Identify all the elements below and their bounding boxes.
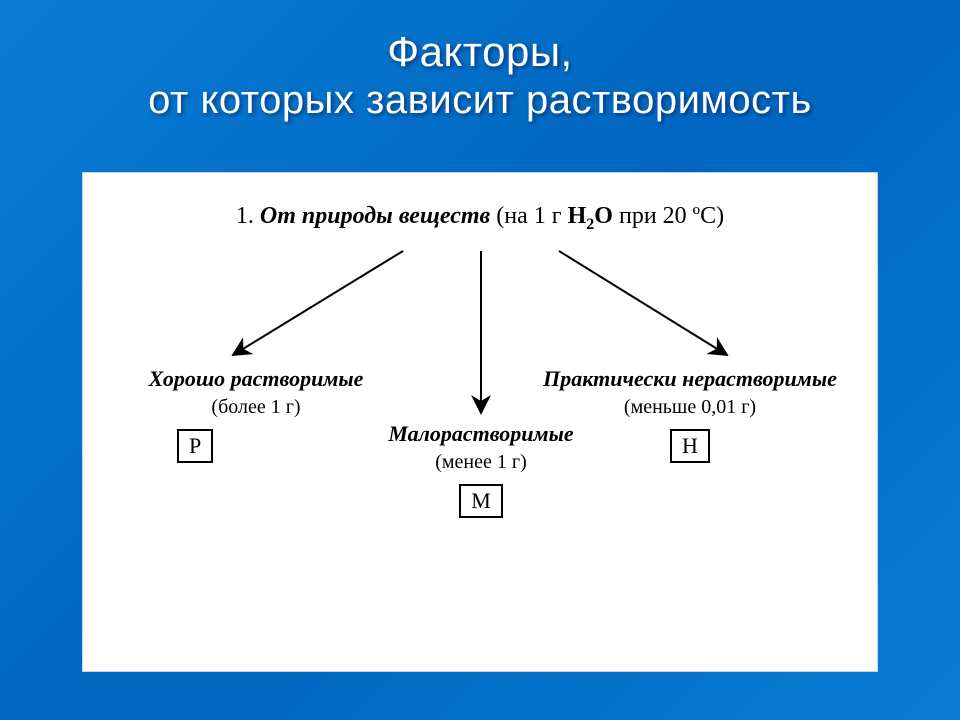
arrow-right bbox=[559, 251, 727, 355]
heading-paren-close: при 20 ºС) bbox=[613, 203, 724, 229]
arrow-left bbox=[233, 251, 403, 355]
diagram-heading: 1. От природы веществ (на 1 г H2O при 20… bbox=[83, 203, 877, 234]
node-insoluble: Практически нерастворимые (меньше 0,01 г… bbox=[500, 366, 880, 463]
node-soluble-subtitle: (более 1 г) bbox=[101, 396, 411, 419]
diagram-panel: 1. От природы веществ (на 1 г H2O при 20… bbox=[82, 172, 878, 672]
title-line-1: Факторы, bbox=[0, 28, 960, 76]
heading-formula-h: H bbox=[568, 203, 587, 229]
node-insoluble-subtitle: (меньше 0,01 г) bbox=[500, 396, 880, 419]
heading-formula-o: O bbox=[594, 203, 613, 229]
symbol-r: Р bbox=[177, 429, 213, 463]
heading-paren-open: (на 1 г bbox=[496, 203, 567, 229]
heading-main: От природы веществ bbox=[260, 203, 490, 229]
node-insoluble-title: Практически нерастворимые bbox=[500, 366, 880, 392]
symbol-n: Н bbox=[670, 429, 710, 463]
title-line-2: от которых зависит растворимость bbox=[0, 78, 960, 123]
symbol-m: М bbox=[459, 484, 503, 518]
heading-number: 1. bbox=[236, 203, 254, 229]
node-soluble-title: Хорошо растворимые bbox=[101, 366, 411, 392]
slide-title: Факторы, от которых зависит растворимост… bbox=[0, 0, 960, 123]
